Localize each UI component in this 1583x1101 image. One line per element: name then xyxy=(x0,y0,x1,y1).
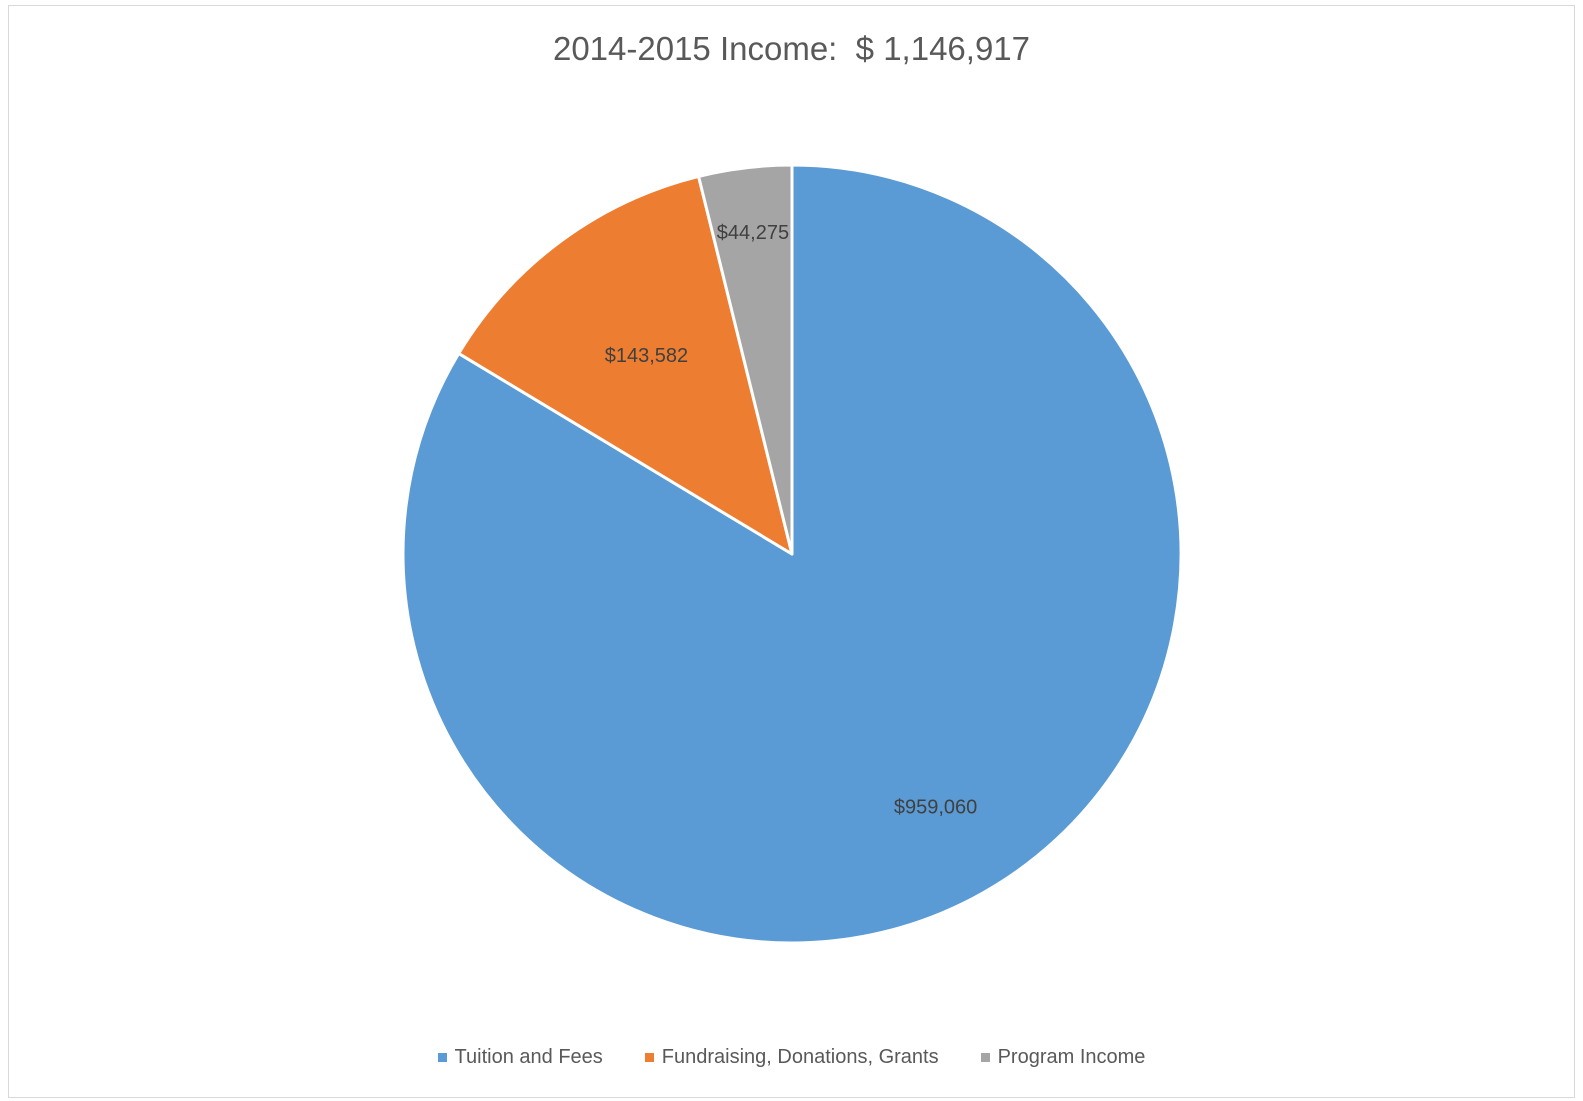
slice-program-income xyxy=(697,163,794,556)
data-label-fundraising: $143,582 xyxy=(605,345,688,367)
legend-label-fundraising: Fundraising, Donations, Grants xyxy=(661,1046,939,1068)
data-label-tuition: $959,060 xyxy=(894,796,977,818)
legend-label-tuition: Tuition and Fees xyxy=(454,1046,603,1068)
chart-title: 2014-2015 Income: $ 1,146,917 xyxy=(552,30,1031,67)
data-label-program-income: $44,275 xyxy=(717,222,789,244)
legend-swatch-tuition xyxy=(437,1053,447,1062)
pie-chart: $959,060 $143,582 $44,275 xyxy=(401,163,1183,945)
legend-swatch-program-income xyxy=(980,1053,990,1062)
slice-fundraising xyxy=(457,174,794,556)
legend-item-tuition: Tuition and Fees xyxy=(437,1046,603,1069)
legend-label-program-income: Program Income xyxy=(997,1046,1146,1068)
legend-swatch-fundraising xyxy=(644,1053,654,1062)
legend-item-program-income: Program Income xyxy=(980,1046,1146,1069)
legend: Tuition and Fees Fundraising, Donations,… xyxy=(9,1046,1574,1069)
legend-item-fundraising: Fundraising, Donations, Grants xyxy=(644,1046,939,1069)
chart-area: 2014-2015 Income: $ 1,146,917 $959,060 $1… xyxy=(8,5,1575,1098)
